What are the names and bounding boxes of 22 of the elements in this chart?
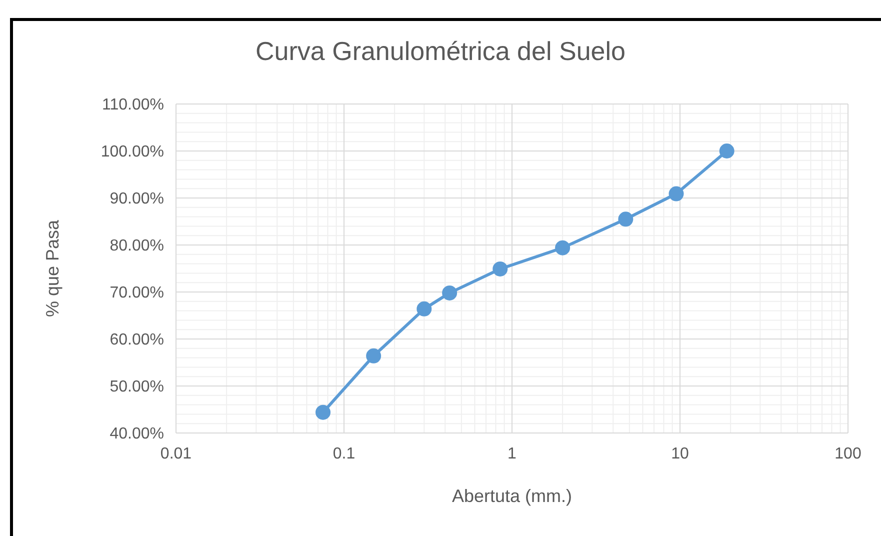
- y-tick-label: 40.00%: [110, 426, 164, 443]
- y-tick-label: 80.00%: [110, 238, 164, 255]
- x-axis-title: Abertuta (mm.): [452, 486, 572, 506]
- y-tick-label: 100.00%: [100, 144, 164, 161]
- point: [618, 212, 634, 227]
- y-tick-label: 60.00%: [110, 332, 164, 349]
- point: [366, 348, 382, 364]
- point: [316, 404, 331, 420]
- chart-title: Curva Granulométrica del Suelo: [254, 36, 626, 67]
- point: [719, 144, 734, 158]
- y-tick-label: 50.00%: [110, 378, 164, 396]
- y-tick-label: 70.00%: [110, 284, 164, 302]
- x-tick-label: 1: [508, 445, 517, 462]
- x-tick-label: 10: [671, 445, 689, 462]
- point: [416, 301, 432, 316]
- x-tick-label: 0.1: [332, 445, 356, 462]
- y-axis-title: % que Pasa: [42, 218, 62, 318]
- x-tick-label: 100: [834, 445, 862, 462]
- x-tick-label: 0.01: [160, 445, 192, 462]
- y-tick-label: 90.00%: [110, 190, 164, 208]
- point: [668, 186, 684, 202]
- y-tick-label: 110.00%: [102, 96, 164, 114]
